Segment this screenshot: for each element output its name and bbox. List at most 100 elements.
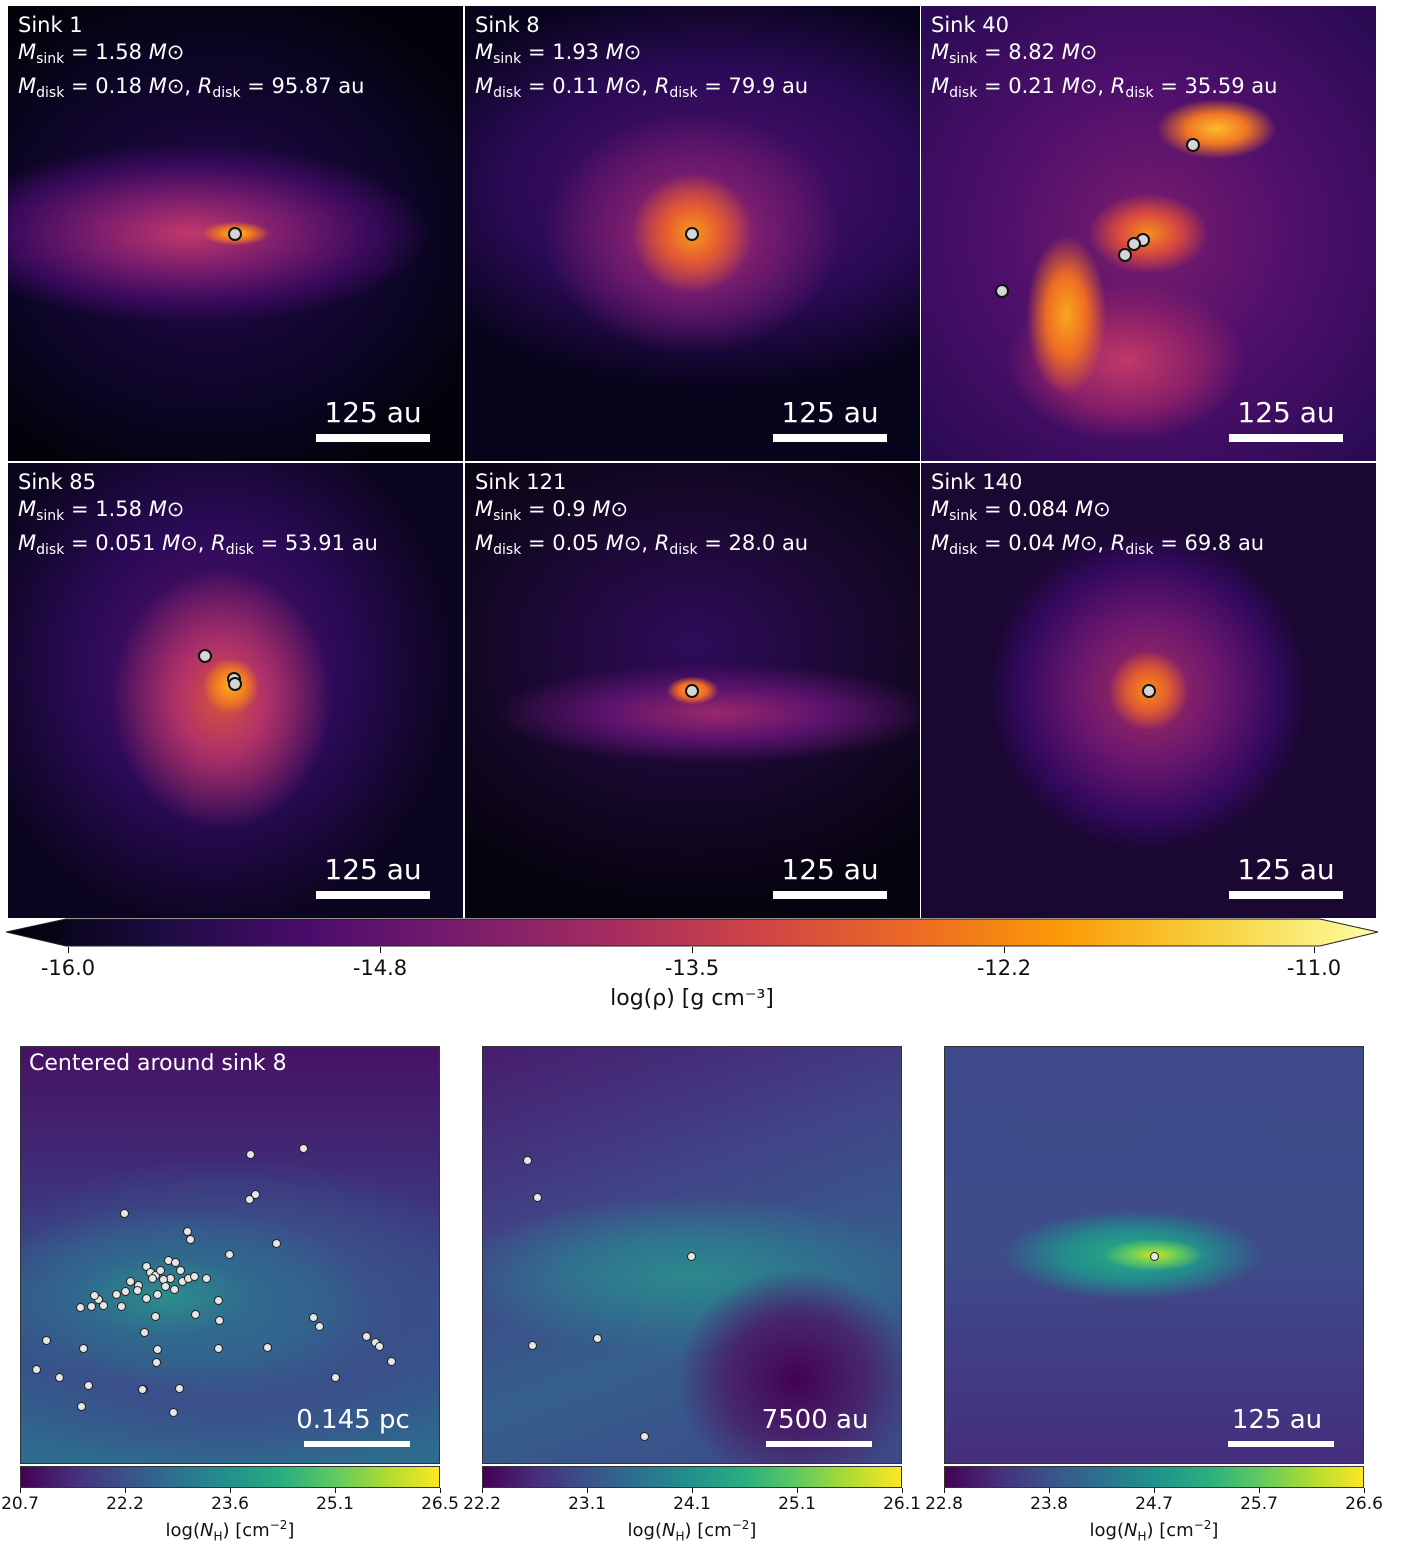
sink-particle [175, 1384, 184, 1393]
scale-label: 125 au [781, 853, 879, 886]
scale-label: 125 au [1231, 1405, 1323, 1435]
colorbar-tick-label: 22.8 [925, 1494, 963, 1514]
scale-label: 125 au [781, 396, 879, 429]
sink-info: Sink 121 Msink = 0.9 M⊙ Mdisk = 0.05 M⊙, R… [475, 469, 808, 564]
colorbar-tick-label: -11.0 [1286, 956, 1342, 980]
scale-bar [316, 891, 430, 899]
density-panel: Sink 85 Msink = 1.58 M⊙ Mdisk = 0.051 M⊙, … [8, 463, 463, 918]
sink-particle [76, 1303, 85, 1312]
colorbar-tick-mark [68, 947, 69, 953]
disk-info: Mdisk = 0.04 M⊙, Rdisk = 69.8 au [931, 531, 1265, 558]
sink-particle [170, 1285, 179, 1294]
colorbar-tick-mark [20, 1488, 21, 1493]
disk-info: Mdisk = 0.051 M⊙, Rdisk = 53.91 au [18, 531, 378, 558]
sink-particle [153, 1345, 162, 1354]
sink-particle [685, 684, 699, 698]
sink-mass: Msink = 1.58 M⊙ [18, 497, 185, 524]
sink-particle [225, 1250, 234, 1259]
colorbar-tick-label: 22.2 [463, 1494, 501, 1514]
sink-particle [190, 1272, 199, 1281]
colorbar-tick-mark [1259, 1488, 1260, 1493]
colorbar-tick-mark [482, 1488, 483, 1493]
density-colorbar-label: log(ρ) [g cm⁻³] [610, 986, 774, 1011]
sink-particle [42, 1336, 51, 1345]
sink-particle [79, 1344, 88, 1353]
column-density-panel: Centered around sink 8 0.145 pc [20, 1046, 440, 1464]
sink-mass: Msink = 1.93 M⊙ [475, 40, 642, 67]
sink-particle [309, 1313, 318, 1322]
sink-particle [156, 1266, 165, 1275]
sink-particle [55, 1373, 64, 1382]
density-colorbar [6, 918, 1379, 947]
colorbar-tick-label: 22.2 [106, 1494, 144, 1514]
colorbar-tick-label: 24.7 [1135, 1494, 1173, 1514]
sink-info: Sink 1 Msink = 1.58 M⊙ Mdisk = 0.18 M⊙, Rd… [18, 12, 364, 107]
sink-particle [32, 1365, 41, 1374]
sink-particle [214, 1344, 223, 1353]
sink-info: Sink 85 Msink = 1.58 M⊙ Mdisk = 0.051 M⊙, … [18, 469, 378, 564]
sink-mass: Msink = 8.82 M⊙ [931, 40, 1098, 67]
scale-label: 125 au [1237, 853, 1335, 886]
sink-particle [387, 1357, 396, 1366]
disk-info: Mdisk = 0.05 M⊙, Rdisk = 28.0 au [475, 531, 809, 558]
sink-particle [362, 1332, 371, 1341]
scale-bar [773, 434, 887, 442]
sink-particle [112, 1290, 121, 1299]
density-panel: Sink 140 Msink = 0.084 M⊙ Mdisk = 0.04 M⊙,… [921, 463, 1376, 918]
sink-mass: Msink = 0.084 M⊙ [931, 497, 1111, 524]
sink-particle [126, 1277, 135, 1286]
sink-particle [1127, 237, 1141, 251]
colorbar-tick-label: 23.8 [1030, 1494, 1068, 1514]
scale-bar [316, 434, 430, 442]
sink-particle [133, 1286, 142, 1295]
sink-particle [995, 284, 1009, 298]
sink-title: Sink 121 [475, 470, 567, 494]
colorbar-tick-mark [335, 1488, 336, 1493]
colorbar-tick-mark [692, 947, 693, 953]
colorbar-tick-mark [125, 1488, 126, 1493]
sink-particle [90, 1291, 99, 1300]
sink-particle [685, 227, 699, 241]
sink-particle [246, 1150, 255, 1159]
sink-title: Sink 85 [18, 470, 97, 494]
scale-bar [766, 1441, 872, 1447]
sink-info: Sink 40 Msink = 8.82 M⊙ Mdisk = 0.21 M⊙, R… [931, 12, 1277, 107]
disk-info: Mdisk = 0.21 M⊙, Rdisk = 35.59 au [931, 74, 1278, 101]
colorbar-tick-label: 26.6 [1345, 1494, 1383, 1514]
colorbar-tick-mark [902, 1488, 903, 1493]
colorbar-tick-label: 23.6 [211, 1494, 249, 1514]
sink-particle [151, 1312, 160, 1321]
sink-particle [84, 1381, 93, 1390]
colorbar-tick-label: 25.1 [316, 1494, 354, 1514]
sink-particle [120, 1209, 129, 1218]
sink-particle [202, 1274, 211, 1283]
sink-particle [142, 1294, 151, 1303]
scale-label: 125 au [324, 396, 422, 429]
sink-mass: Msink = 0.9 M⊙ [475, 497, 629, 524]
colorbar-tick-label: 26.5 [421, 1494, 459, 1514]
sink-info: Sink 8 Msink = 1.93 M⊙ Mdisk = 0.11 M⊙, Rd… [475, 12, 808, 107]
colorbar-tick-mark [1364, 1488, 1365, 1493]
column-density-panel: 7500 au [482, 1046, 902, 1464]
colorbar-tick-mark [797, 1488, 798, 1493]
sink-particle [215, 1316, 224, 1325]
sink-particle [272, 1239, 281, 1248]
sink-particle [138, 1385, 147, 1394]
colorbar-tick-label: -13.5 [664, 956, 720, 980]
colorbar-tick-label: 25.7 [1240, 1494, 1278, 1514]
colorbar-label: log(NH) [cm−2] [165, 1518, 295, 1544]
sink-particle [1118, 248, 1132, 262]
colorbar-tick-mark [944, 1488, 945, 1493]
panel-title: Centered around sink 8 [29, 1051, 287, 1076]
colorbar-tick-mark [1314, 947, 1315, 953]
scale-bar [773, 891, 887, 899]
sink-particle [77, 1402, 86, 1411]
sink-particle [251, 1190, 260, 1199]
colorbar-label: log(NH) [cm−2] [627, 1518, 757, 1544]
sink-particle [171, 1258, 180, 1267]
sink-mass: Msink = 1.58 M⊙ [18, 40, 185, 67]
sink-particle [245, 1195, 254, 1204]
colorbar-tick-mark [1004, 947, 1005, 953]
sink-particle [523, 1156, 532, 1165]
sink-particle [214, 1296, 223, 1305]
